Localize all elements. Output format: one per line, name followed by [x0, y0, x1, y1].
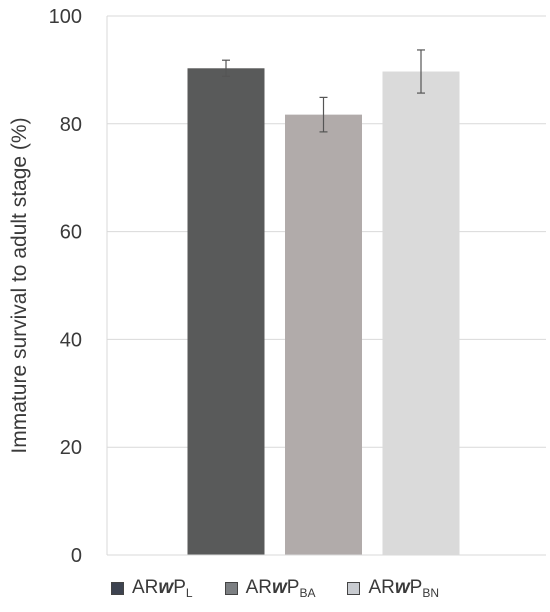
bar	[187, 68, 265, 556]
legend-item: ARwPBN	[347, 577, 439, 600]
error-bar	[319, 96, 328, 133]
legend-label: ARwPBN	[368, 576, 439, 600]
y-tick-label: 60	[60, 222, 82, 244]
legend-swatch	[111, 581, 124, 595]
y-tick-label: 20	[60, 437, 82, 459]
legend-label: ARwPL	[132, 576, 193, 600]
y-tick-label: 40	[60, 329, 82, 351]
y-axis-label: Immature survival to adult stage (%)	[8, 117, 31, 453]
bar	[382, 71, 460, 555]
y-tick-label: 0	[71, 545, 82, 567]
bar	[285, 114, 362, 556]
bars	[187, 68, 460, 556]
error-bar	[222, 59, 230, 77]
legend-label: ARwPBA	[245, 576, 316, 600]
y-axis-ticks: 0 20 40 60 80 100	[49, 6, 82, 567]
legend-swatch	[347, 581, 361, 595]
error-bars	[222, 49, 425, 133]
y-tick-label: 100	[49, 6, 82, 28]
legend-item: ARwPL	[111, 577, 193, 600]
legend-swatch	[224, 581, 238, 595]
legend: ARwPL ARwPBA ARwPBN	[0, 570, 550, 606]
y-tick-label: 80	[60, 114, 82, 136]
bar-chart: 0 20 40 60 80 100 Immature survival to adult …	[8, 6, 546, 567]
error-bar	[417, 49, 425, 94]
legend-item: ARwPBA	[224, 576, 316, 600]
